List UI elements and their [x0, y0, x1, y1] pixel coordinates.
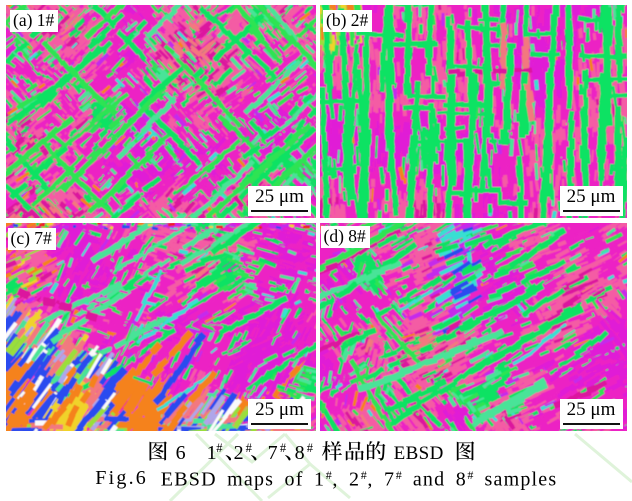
svg-text:#: # — [307, 441, 314, 455]
svg-text:1: 1 — [207, 442, 217, 464]
svg-text:#: # — [280, 441, 287, 455]
svg-text:7: 7 — [268, 442, 278, 464]
svg-text:#: # — [216, 441, 223, 455]
svg-text:2: 2 — [234, 442, 244, 464]
svg-text:#: # — [246, 441, 253, 455]
svg-text:6: 6 — [176, 442, 186, 464]
svg-text:8: 8 — [295, 442, 305, 464]
svg-text:EBSD: EBSD — [394, 443, 444, 464]
